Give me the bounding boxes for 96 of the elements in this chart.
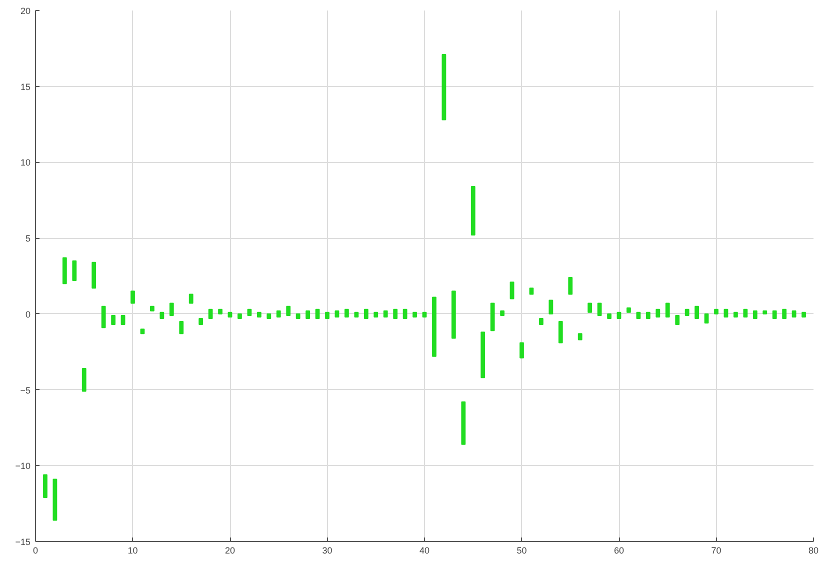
bar [52,478,58,521]
bar [62,257,67,284]
y-tick-label: 20 [20,6,31,16]
bar [626,307,631,313]
bar [500,310,504,316]
bar [792,310,796,318]
bar [470,186,476,236]
bar [568,277,573,295]
bar [364,308,368,319]
bar [539,318,544,326]
x-tick-label: 50 [516,546,527,556]
bar [520,342,524,358]
bar [734,312,738,318]
x-tick-label: 40 [419,546,430,556]
bar [607,313,612,319]
bar [218,308,222,314]
bar [120,314,126,326]
bar [772,310,777,319]
bar [597,302,602,316]
bar [169,302,174,316]
bar [412,312,417,318]
bar [782,308,787,319]
bar [315,308,320,319]
bar [694,306,699,319]
bar [578,333,582,340]
bar [247,308,252,316]
bar [422,312,427,318]
bar [383,310,388,318]
bar [325,312,330,319]
bar [529,288,534,295]
bar [616,312,622,319]
bar [72,260,77,282]
bar [393,308,398,319]
bar [704,313,709,324]
bar [588,302,592,313]
bar [656,308,660,318]
bar [558,321,563,344]
y-tick-label: −15 [15,537,31,547]
y-tick-label: 0 [25,309,31,320]
bar [762,310,768,314]
bar [461,401,466,445]
bar [179,321,184,334]
bar [92,262,96,289]
bar [490,302,495,332]
bar [402,308,408,319]
bar [510,282,514,300]
y-tick-label: 10 [20,158,31,168]
bar [238,313,242,319]
bar [286,306,291,316]
bar [256,312,262,318]
bar [646,312,650,319]
y-tick-label: −10 [15,461,31,472]
x-tick-label: 20 [224,546,236,556]
bar [160,312,164,319]
bar [743,308,748,318]
bar [636,312,641,319]
x-tick-label: 10 [128,546,138,556]
bar [276,310,281,318]
x-tick-label: 80 [808,546,819,556]
bar [548,300,554,314]
bar [432,296,436,357]
y-tick-label: −5 [20,385,31,396]
bar [752,310,758,319]
bar [354,312,359,318]
bar [684,308,690,316]
bar [266,313,272,319]
bar [228,312,232,318]
bar [43,474,48,498]
x-tick-label: 30 [322,546,332,556]
bar [82,368,86,392]
bar [306,310,310,319]
x-tick-label: 70 [711,546,722,556]
bar [101,306,106,328]
bar [111,314,116,326]
bar [198,318,204,326]
x-tick-label: 60 [614,546,624,556]
bar [140,328,145,334]
x-tick-label: 0 [32,546,38,556]
bar [188,294,194,304]
bar [665,302,670,318]
y-tick-label: 5 [25,234,31,244]
bar [374,312,378,318]
bar [714,308,718,314]
y-tick-label: 15 [20,82,31,92]
bar [150,306,154,312]
bar [208,308,213,319]
bar [451,290,456,339]
bar [675,314,680,326]
bar [442,54,446,120]
bar [802,312,806,318]
bar [724,308,728,318]
bar [480,332,486,378]
bar [334,310,340,318]
bar [296,313,300,319]
bar [344,308,349,318]
bar [130,290,135,304]
